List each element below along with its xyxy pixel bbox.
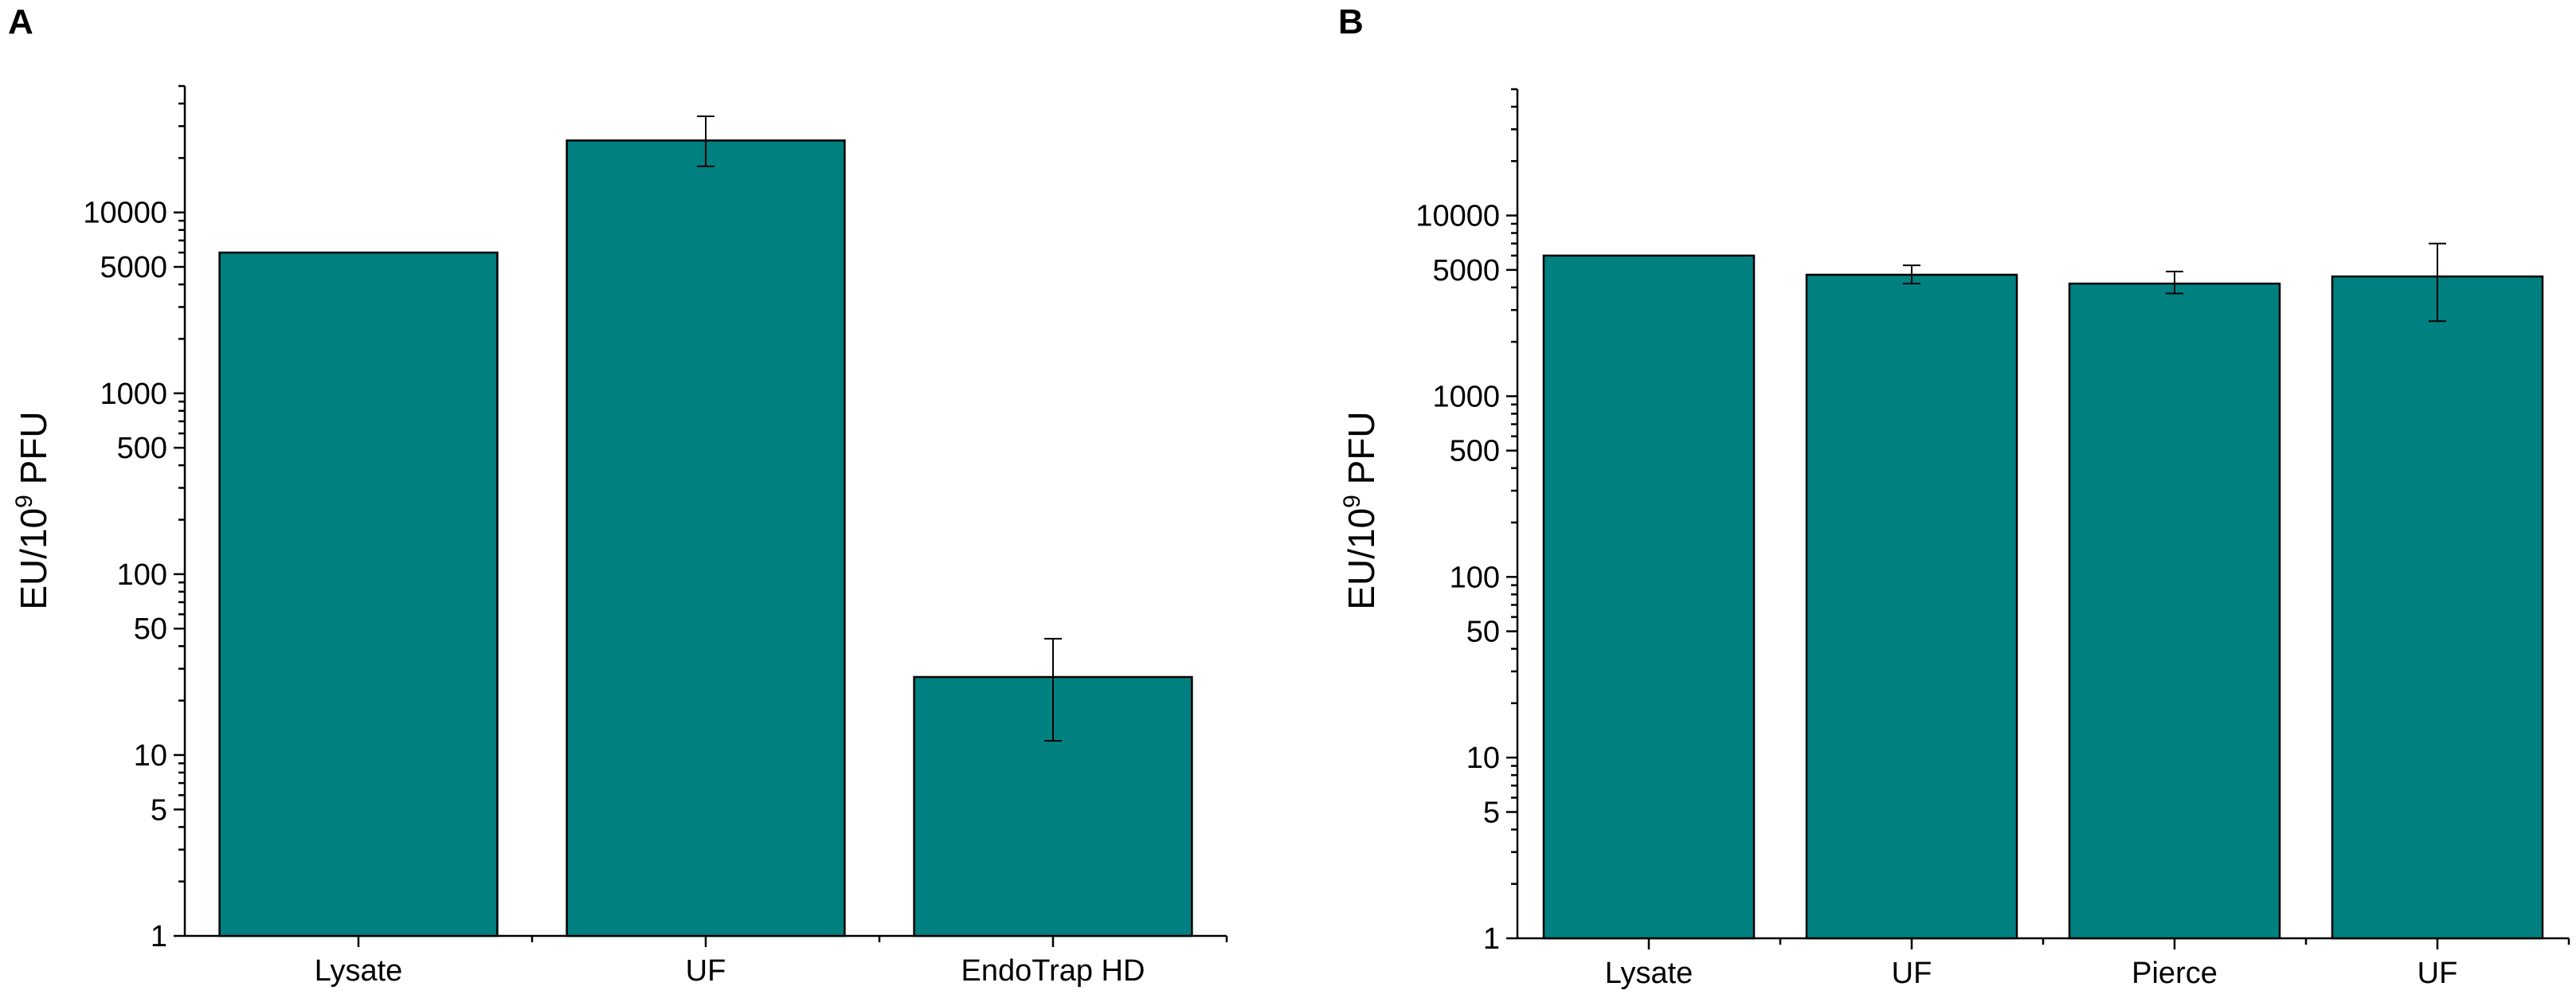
panel-b: B 1 5 10 50 100 500 1000 5000 10000 EU/109 PFU Lysa… bbox=[1338, 2, 2570, 990]
x-tick-label: EndoTrap HD bbox=[961, 954, 1145, 988]
bar-uf bbox=[566, 139, 846, 937]
y-tick-label: 1 bbox=[151, 920, 167, 953]
y-tick-label: 5000 bbox=[1432, 254, 1500, 288]
bar-uf bbox=[1805, 273, 2018, 940]
y-tick-label: 5000 bbox=[100, 251, 167, 284]
y-tick-label: 50 bbox=[134, 613, 167, 646]
y-tick-label: 10000 bbox=[1415, 200, 1500, 233]
y-tick-label: 10 bbox=[134, 739, 167, 773]
y-tick-label: 1 bbox=[1483, 922, 1500, 956]
y-tick-label: 10000 bbox=[83, 197, 167, 230]
panel-letter: B bbox=[1338, 2, 1364, 41]
y-axis-title: EU/109 PFU bbox=[11, 411, 54, 609]
bar-lysate bbox=[218, 251, 499, 937]
y-tick-label: 100 bbox=[117, 558, 167, 592]
y-tick-label: 1000 bbox=[100, 378, 167, 411]
y-axis-title: EU/109 PFU bbox=[1339, 411, 1382, 609]
y-tick-label: 5 bbox=[151, 793, 167, 827]
y-tick-label: 1000 bbox=[1432, 380, 1500, 413]
y-tick-label: 50 bbox=[1466, 616, 1500, 649]
bar-pierce bbox=[2068, 282, 2281, 940]
y-tick-label: 500 bbox=[117, 432, 167, 465]
y-tick-label: 5 bbox=[1483, 796, 1500, 829]
panel-a: A 1 5 10 50 100 500 1000 5000 10000 EU/109 PFU Lysa… bbox=[8, 2, 1228, 988]
y-tick-label: 100 bbox=[1450, 561, 1500, 594]
y-tick-label: 500 bbox=[1450, 435, 1500, 468]
x-tick-label: UF bbox=[686, 954, 726, 988]
x-tick-label: UF bbox=[2417, 957, 2458, 990]
x-tick-label: Pierce bbox=[2132, 957, 2218, 990]
x-tick-label: Lysate bbox=[1605, 957, 1693, 990]
x-tick-label: Lysate bbox=[315, 954, 403, 988]
x-tick-label: UF bbox=[1892, 957, 1932, 990]
panel-letter: A bbox=[8, 2, 33, 41]
bar-lysate bbox=[1542, 254, 1756, 940]
y-tick-label: 10 bbox=[1466, 742, 1500, 775]
bar-uf bbox=[2331, 275, 2544, 940]
